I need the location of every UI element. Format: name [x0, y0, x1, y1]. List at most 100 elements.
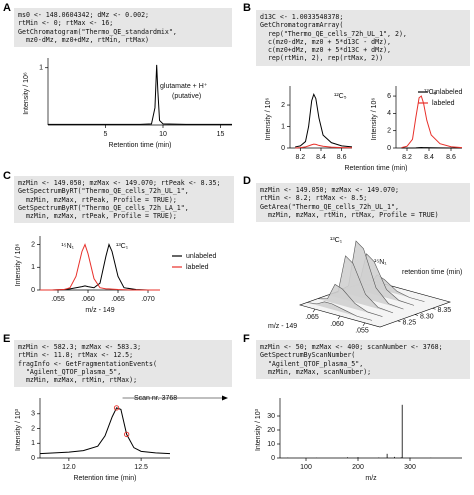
x-tick-label: 300 — [404, 464, 416, 471]
code-line: GetSpectrumByRT("Thermo_QE_cells_72h_LA_… — [18, 203, 189, 212]
arrow-head — [222, 395, 228, 401]
annotation: ¹²C₅ — [334, 93, 347, 100]
x-tick-label: .060 — [81, 296, 95, 303]
code-line: d13C <- 1.0033548378; — [260, 13, 344, 21]
panel-label: B — [243, 2, 251, 14]
annotation: ¹³C₁ — [330, 237, 343, 244]
series-line — [39, 407, 171, 455]
y-tick-label: 6 — [387, 93, 391, 100]
y-tick-label: 8.35 — [438, 307, 452, 314]
x-tick-label: .070 — [141, 296, 155, 303]
code-block: mzMin <- 149.050; mzMax <- 149.070; rtMin… — [256, 183, 470, 223]
y-tick-label: 10 — [267, 441, 275, 448]
y-tick — [432, 307, 436, 310]
y-tick-label: 8.30 — [420, 313, 434, 320]
x-axis-label: Retention time (min) — [73, 475, 136, 482]
code-block: d13C <- 1.0033548378; GetChromatogramArra… — [256, 10, 470, 66]
event-marker — [124, 431, 130, 438]
code-line: "Agilent_QTOF_plasma_5", — [18, 367, 122, 376]
code-line: mzMin <- 582.3; mzMax <- 583.3; — [18, 343, 142, 351]
y-tick — [397, 320, 401, 323]
code-line: mzMin <- 50; mzMax <- 400; scanNumber <-… — [260, 343, 443, 351]
y-tick-label: 30 — [267, 413, 275, 420]
panel-label: C — [3, 170, 11, 182]
series-line — [48, 64, 232, 125]
annotation: ¹⁵N₁ — [374, 259, 387, 266]
x-tick-label: 12.0 — [62, 464, 76, 471]
code-line: mzMin, mzMax, rtMin, rtMax, Profile = TR… — [260, 210, 439, 219]
annotation: glutamate + H⁺ — [160, 83, 208, 90]
annotation: (putative) — [172, 93, 201, 100]
legend-label: labeled — [432, 100, 455, 107]
y-tick-label: 8.25 — [403, 320, 417, 327]
y-tick-label: 1 — [31, 440, 35, 447]
y-tick-label: 1 — [39, 65, 43, 72]
code-line: mzMin, mzMax, scanNumber); — [260, 367, 372, 376]
code-line: rep(rtMin, 2), rep(rtMax, 2)) — [260, 54, 384, 63]
code-line: GetChromatogramArray( — [260, 21, 344, 30]
code-line: "Agilent_QTOF_plasma_5", — [260, 359, 364, 368]
x-tick-label: 12.5 — [134, 464, 148, 471]
panel-label: A — [3, 2, 11, 14]
code-line: rtMin <- 11.8; rtMax <- 12.5; — [18, 351, 134, 360]
surface-fill — [317, 284, 383, 317]
x-tick-label: 8.2 — [295, 154, 305, 161]
code-line: c(mz0+dMz, mz0 + 5*d13C + dMz), — [260, 46, 392, 55]
code-line: mzMin, mzMax, rtMin, rtMax); — [18, 376, 138, 385]
code-block: mzMin <- 582.3; mzMax <- 583.3; rtMin <- … — [14, 340, 232, 388]
y-tick-label: 1 — [281, 123, 285, 130]
y-tick-label: 3 — [31, 411, 35, 418]
y-axis-label: Intensity / 10⁶ — [265, 98, 272, 141]
x-tick-label: 100 — [300, 464, 312, 471]
series-line — [401, 95, 463, 149]
code-line: rep("Thermo_QE_cells_72h_UL_1", 2), — [260, 29, 407, 38]
x-tick-label: .065 — [305, 314, 319, 321]
x-tick-label: .065 — [111, 296, 125, 303]
code-line: mzMin <- 149.050; mzMax <- 149.070; rtPe… — [18, 179, 221, 187]
x-tick — [362, 322, 366, 327]
series-line — [40, 243, 160, 291]
legend-label: unlabeled — [186, 253, 216, 260]
x-axis-label: m/z - 149 — [85, 307, 114, 314]
x-tick-label: 15 — [217, 131, 225, 138]
y-tick-label: 2 — [31, 241, 35, 248]
x-tick-label: 200 — [352, 464, 364, 471]
y-tick-label: 20 — [267, 427, 275, 434]
code-block: ms0 <- 148.0604342; dMz <- 0.002; rtMin <… — [14, 8, 232, 48]
annotation: ¹⁵N₁ — [61, 243, 74, 250]
code-line: GetSpectrumByRT("Thermo_QE_cells_72h_UL_… — [18, 187, 189, 196]
series-line — [401, 146, 462, 149]
y-tick-label: 4 — [387, 110, 391, 117]
code-line: mzMin, mzMax, rtPeak, Profile = TRUE); — [18, 195, 177, 204]
code-line: GetSpectrumByScanNumber( — [260, 351, 356, 360]
x-tick-label: 8.6 — [446, 154, 456, 161]
y-axis-label: Intensity / 10⁶ — [371, 98, 378, 141]
x-tick-label: 10 — [159, 131, 167, 138]
y-axis-label: Intensity / 10³ — [15, 408, 22, 451]
panel-label: F — [243, 333, 250, 345]
code-block: mzMin <- 50; mzMax <- 400; scanNumber <-… — [256, 340, 470, 380]
series-line — [40, 243, 160, 291]
x-tick-label: .055 — [51, 296, 65, 303]
legend-label: labeled — [186, 264, 209, 271]
series-line — [295, 143, 353, 149]
y-tick-label: 0 — [281, 145, 285, 152]
code-line: GetArea("Thermo_QE_cells_72h_UL_1", — [260, 202, 399, 211]
x-axis-label: m/z — [365, 475, 377, 482]
x-tick-label: .055 — [355, 328, 369, 335]
code-line: GetChromatogram("Thermo_QE_standardmix", — [18, 27, 177, 36]
code-line: rtMin <- 8.2; rtMax <- 8.5; — [260, 194, 368, 203]
code-line: c(mz0-dMz, mz0 + 5*d13C - dMz), — [260, 37, 392, 46]
x-axis-label: Retention time (min) — [344, 165, 407, 172]
x-tick — [337, 315, 341, 320]
y-tick-label: 0 — [271, 455, 275, 462]
annotation: ¹³C₁ — [116, 243, 129, 250]
x-tick-label: 5 — [104, 131, 108, 138]
y-tick — [414, 314, 419, 316]
x-tick-label: 8.4 — [424, 154, 434, 161]
y-axis-label: retention time (min) — [402, 269, 462, 276]
x-tick-label: .060 — [330, 321, 344, 328]
y-tick-label: 2 — [31, 425, 35, 432]
surface-row — [306, 301, 373, 321]
